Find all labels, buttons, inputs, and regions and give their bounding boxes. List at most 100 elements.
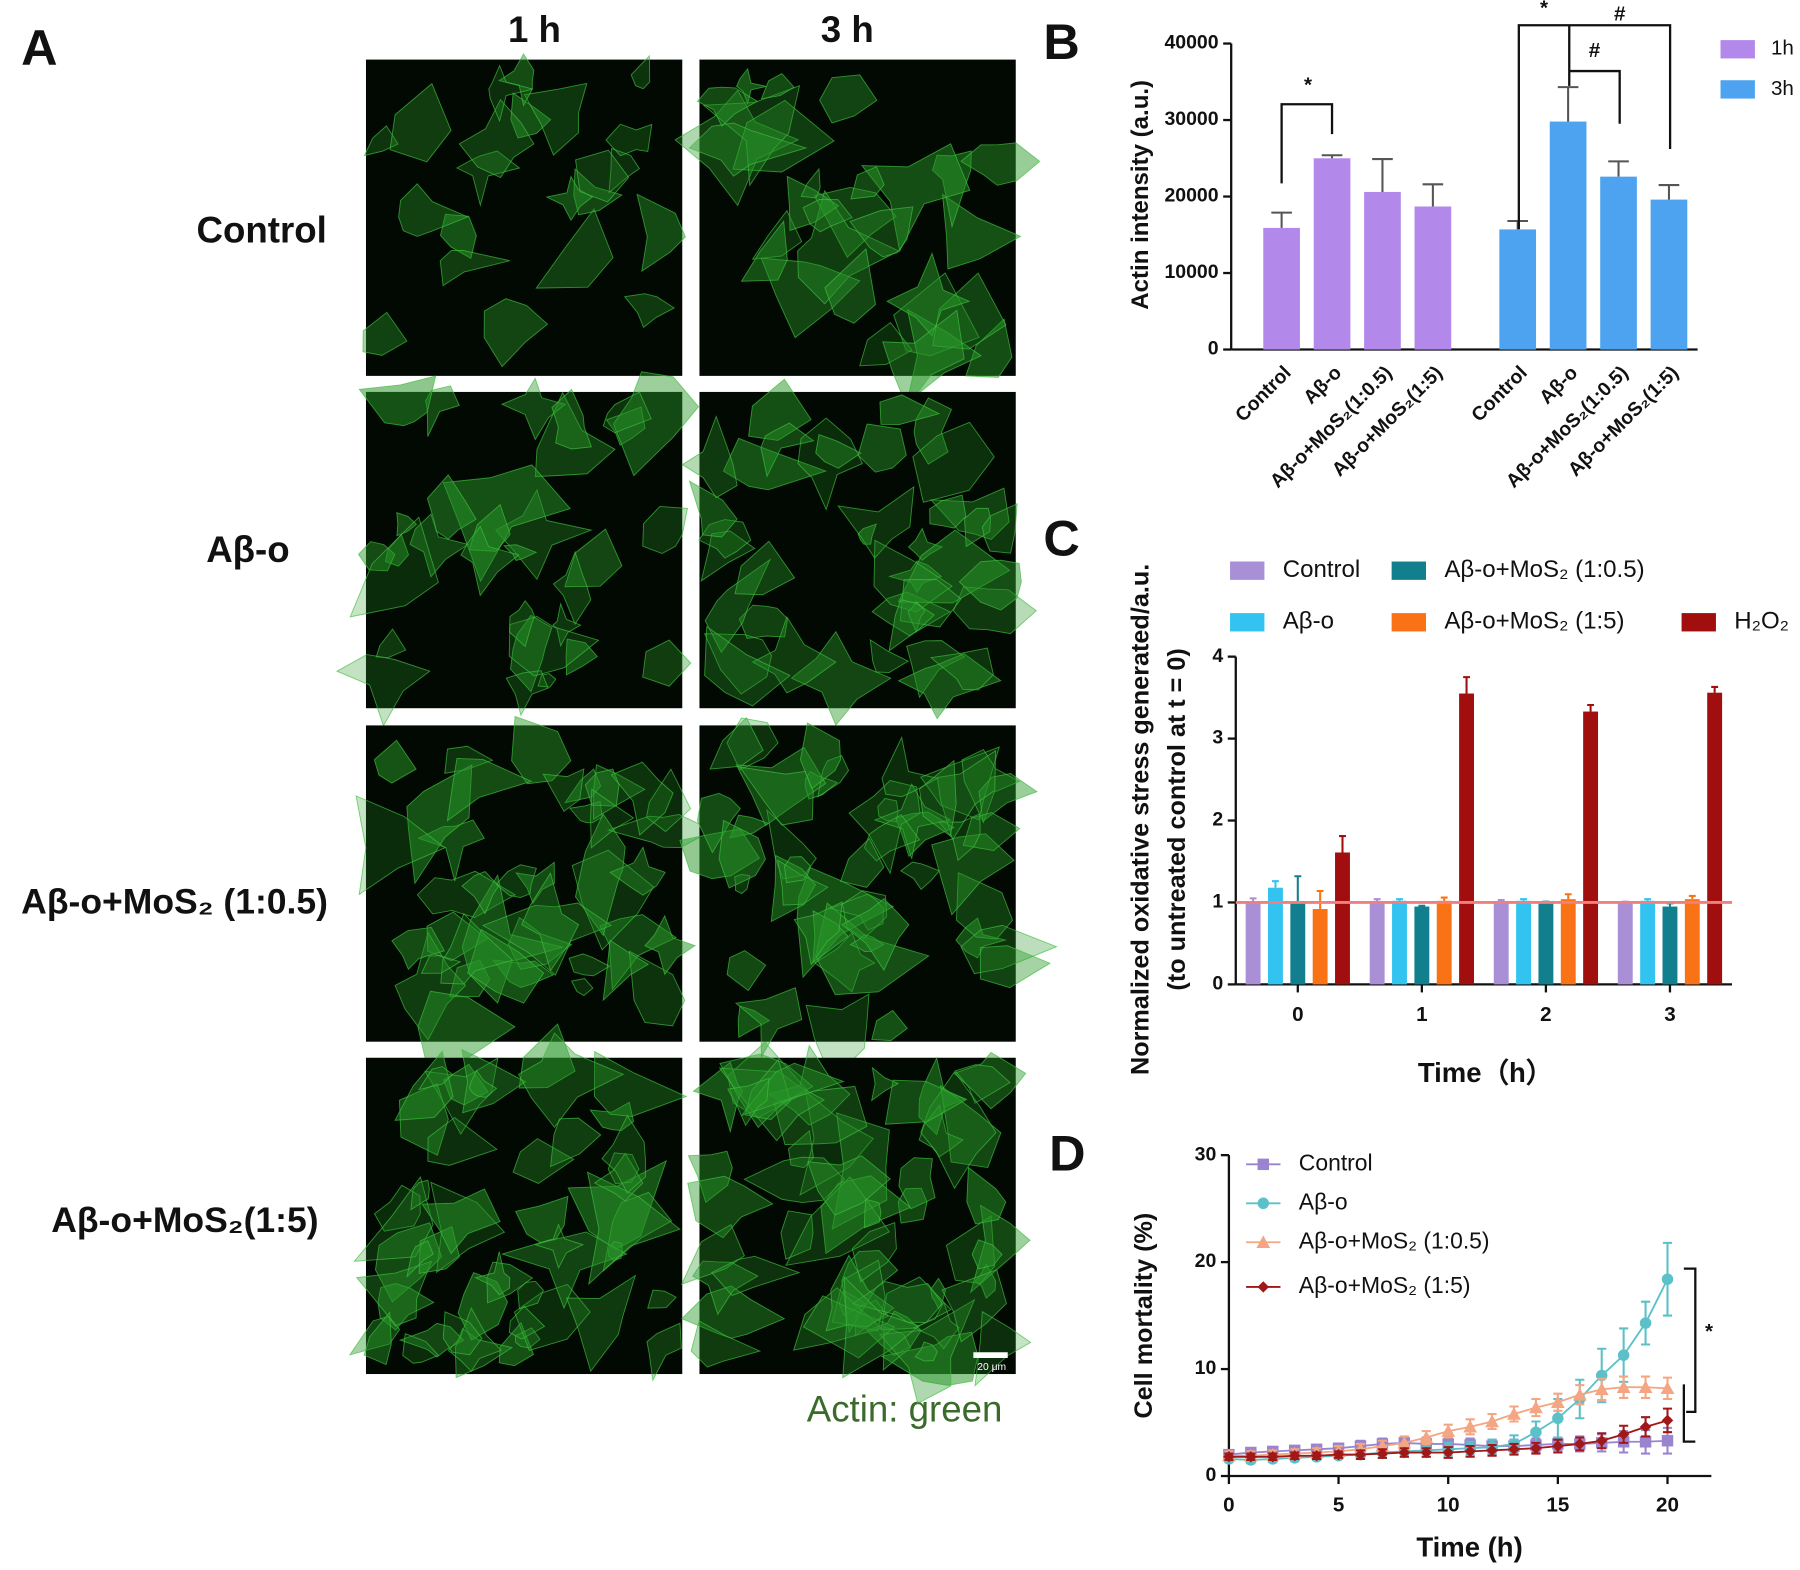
marker — [1256, 1235, 1271, 1248]
cell — [960, 142, 1041, 186]
cell — [498, 1321, 535, 1367]
marker — [1419, 1430, 1434, 1444]
cell — [704, 625, 791, 707]
cell — [355, 1260, 433, 1327]
cell — [602, 391, 652, 434]
cell — [898, 1157, 936, 1210]
cell — [912, 421, 995, 503]
cell — [857, 423, 907, 473]
y-tick-label: 3 — [1212, 727, 1223, 749]
cell — [696, 86, 759, 127]
cell — [813, 187, 897, 259]
marker — [1288, 1449, 1301, 1462]
cell — [523, 82, 588, 156]
bar — [1583, 711, 1599, 985]
cell — [907, 601, 926, 633]
error-bar — [1520, 898, 1528, 901]
cell — [426, 474, 477, 540]
marker — [1420, 1446, 1432, 1459]
y-axis-label: Actin intensity (a.u.) — [1127, 80, 1154, 310]
marker — [1332, 1448, 1345, 1461]
cell — [863, 1198, 882, 1229]
legend-swatch — [1391, 561, 1427, 580]
cell — [897, 653, 1002, 720]
y-tick-label: 20 — [1195, 1250, 1217, 1272]
error-bar — [1662, 1241, 1673, 1280]
bar — [1560, 899, 1576, 985]
bar — [1369, 902, 1385, 985]
cell — [644, 914, 696, 976]
cell — [590, 788, 635, 849]
cell — [709, 716, 764, 770]
cell — [871, 1066, 900, 1102]
marker — [1661, 1414, 1674, 1427]
error-bar — [1608, 160, 1629, 177]
cell — [335, 654, 431, 727]
cell — [373, 739, 417, 784]
cell — [605, 123, 653, 157]
annotation: * — [1540, 0, 1548, 20]
cell — [932, 272, 1007, 350]
cell — [514, 1195, 569, 1244]
annotation: # — [1614, 2, 1626, 25]
cell — [960, 924, 1058, 975]
cell — [552, 602, 582, 648]
cell — [907, 527, 944, 562]
marker — [1594, 1382, 1609, 1396]
bar — [1414, 906, 1430, 985]
cell — [888, 560, 943, 594]
marker — [1442, 1446, 1454, 1459]
cell — [718, 819, 766, 889]
cell — [363, 1311, 392, 1366]
bar — [1662, 906, 1678, 985]
bar — [1549, 121, 1587, 350]
x-tick-label: Aβ-o — [1299, 362, 1346, 409]
marker — [1639, 1317, 1652, 1329]
cell — [674, 89, 800, 207]
cell — [535, 208, 614, 289]
cell — [511, 715, 572, 785]
cell — [930, 1277, 946, 1310]
legend-swatch — [1720, 40, 1755, 59]
marker — [1552, 1412, 1564, 1425]
cell — [551, 388, 593, 450]
cell — [513, 1283, 591, 1351]
error-bar — [1711, 685, 1719, 693]
cell — [602, 939, 650, 1002]
cell — [646, 1322, 682, 1382]
cell — [777, 859, 829, 906]
marker — [1486, 1444, 1498, 1457]
significance-bracket — [1517, 24, 1672, 230]
cell — [793, 901, 843, 966]
marker — [1660, 1381, 1675, 1395]
cell — [398, 1083, 449, 1156]
cell — [564, 528, 623, 588]
legend-label: Aβ-o+MoS₂ (1:0.5) — [1299, 1227, 1490, 1253]
cell — [460, 525, 520, 597]
bar — [1617, 902, 1633, 985]
cell — [692, 1061, 744, 1134]
cell — [690, 1320, 762, 1368]
error-bar — [1418, 904, 1426, 907]
bar — [1263, 227, 1300, 350]
cell — [542, 768, 585, 813]
cell — [394, 931, 467, 1041]
cell — [736, 67, 767, 105]
cell — [605, 406, 646, 446]
cell — [773, 1085, 868, 1145]
marker — [1529, 1400, 1543, 1414]
y-tick-label: 0 — [1212, 973, 1223, 995]
y-tick-label: 10 — [1195, 1357, 1217, 1379]
marker — [1617, 1349, 1630, 1361]
cell — [734, 987, 803, 1059]
cell — [417, 990, 516, 1069]
cell — [929, 494, 967, 529]
cell — [468, 1069, 498, 1099]
y-tick-label: 0 — [1208, 338, 1219, 360]
cell — [610, 761, 674, 836]
cell — [349, 516, 439, 618]
cell — [734, 540, 796, 596]
marker — [1595, 1435, 1608, 1447]
cell — [726, 717, 779, 771]
